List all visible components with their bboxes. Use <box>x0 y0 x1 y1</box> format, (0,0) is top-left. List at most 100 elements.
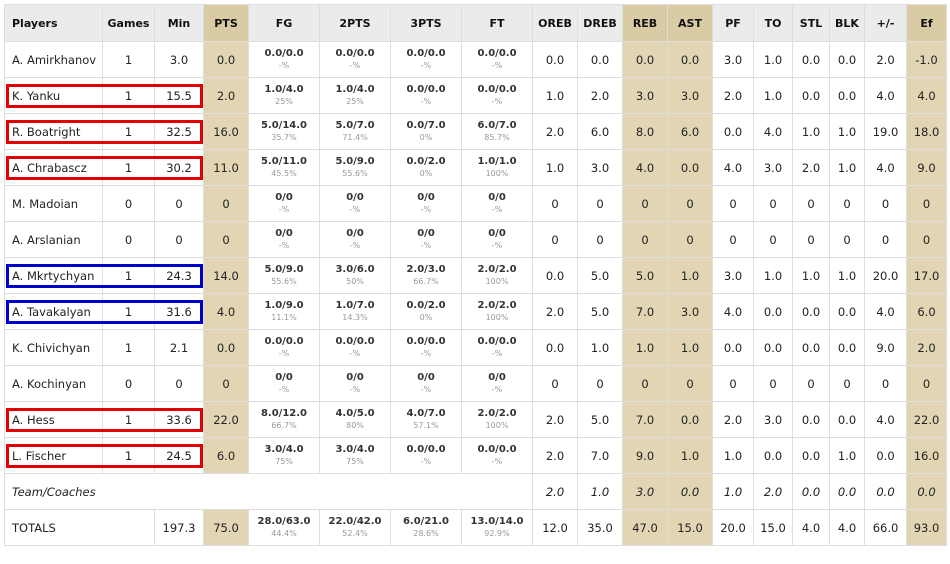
cell-ast: 0.0 <box>667 401 713 438</box>
cell-dreb: 6.0 <box>577 113 623 150</box>
stat-three-made-attempted: 0/0 <box>417 228 435 239</box>
cell-oreb: 1.0 <box>532 149 578 186</box>
player-name[interactable]: M. Madoian <box>4 185 103 222</box>
player-name[interactable]: A. Tavakalyan <box>4 293 103 330</box>
cell-ef: 18.0 <box>906 113 947 150</box>
cell-two: 0/0 -% <box>319 365 391 402</box>
cell-reb: 7.0 <box>622 293 668 330</box>
stat-fg-percentage: -% <box>278 349 290 358</box>
cell-stl: 0.0 <box>792 77 830 114</box>
cell-ef: 0 <box>906 185 947 222</box>
player-name[interactable]: L. Fischer <box>4 437 103 474</box>
cell-to: 0.0 <box>753 329 793 366</box>
cell-reb: 3.0 <box>622 473 668 510</box>
column-header-pts[interactable]: PTS <box>203 4 249 42</box>
column-header-stl[interactable]: STL <box>792 4 830 42</box>
cell-reb: 5.0 <box>622 257 668 294</box>
cell-stl: 0.0 <box>792 437 830 474</box>
column-header-ft[interactable]: FT <box>461 4 533 42</box>
stat-two-percentage: 14.3% <box>342 313 368 322</box>
column-header-pf[interactable]: PF <box>712 4 754 42</box>
cell-oreb: 0 <box>532 221 578 258</box>
cell-pm: 0 <box>864 185 907 222</box>
cell-dreb: 0 <box>577 221 623 258</box>
column-header-ef[interactable]: Ef <box>906 4 947 42</box>
stat-ft-percentage: 92.9% <box>484 529 510 538</box>
stat-three-percentage: -% <box>420 457 432 466</box>
stat-fg-percentage: 11.1% <box>271 313 297 322</box>
player-name[interactable]: A. Chrabascz <box>4 149 103 186</box>
cell-ft: 0.0/0.0 -% <box>461 41 533 78</box>
cell-reb: 47.0 <box>622 509 668 546</box>
player-name[interactable]: A. Amirkhanov <box>4 41 103 78</box>
stat-ft-percentage: -% <box>491 205 503 214</box>
cell-fg: 0.0/0.0 -% <box>248 41 320 78</box>
column-header-three[interactable]: 3PTS <box>390 4 462 42</box>
player-name[interactable]: A. Mkrtychyan <box>4 257 103 294</box>
cell-pm: 20.0 <box>864 257 907 294</box>
cell-blk: 0 <box>829 185 865 222</box>
cell-games: 0 <box>102 365 155 402</box>
cell-two: 0.0/0.0 -% <box>319 329 391 366</box>
stat-three-percentage: -% <box>420 61 432 70</box>
stat-fg-made-attempted: 5.0/14.0 <box>260 120 308 131</box>
stat-ft-made-attempted: 2.0/2.0 <box>477 300 517 311</box>
column-header-reb[interactable]: REB <box>622 4 668 42</box>
cell-games: 1 <box>102 437 155 474</box>
column-header-games[interactable]: Games <box>102 4 155 42</box>
stat-ft-made-attempted: 0.0/0.0 <box>477 444 517 455</box>
cell-pts: 16.0 <box>203 113 249 150</box>
player-name[interactable]: K. Chivichyan <box>4 329 103 366</box>
column-header-player[interactable]: Players <box>4 4 103 42</box>
cell-three: 0/0 -% <box>390 185 462 222</box>
cell-pf: 20.0 <box>712 509 754 546</box>
cell-fg: 3.0/4.0 75% <box>248 437 320 474</box>
cell-reb: 0.0 <box>622 41 668 78</box>
stat-three-percentage: 66.7% <box>413 277 439 286</box>
column-header-two[interactable]: 2PTS <box>319 4 391 42</box>
cell-min: 33.6 <box>154 401 204 438</box>
cell-dreb: 1.0 <box>577 329 623 366</box>
cell-to: 0 <box>753 365 793 402</box>
cell-stl: 0.0 <box>792 293 830 330</box>
cell-fg: 0/0 -% <box>248 185 320 222</box>
stat-two-made-attempted: 3.0/6.0 <box>335 264 375 275</box>
cell-dreb: 5.0 <box>577 401 623 438</box>
player-name[interactable]: A. Kochinyan <box>4 365 103 402</box>
column-header-fg[interactable]: FG <box>248 4 320 42</box>
player-name[interactable]: K. Yanku <box>4 77 103 114</box>
stat-fg-made-attempted: 3.0/4.0 <box>264 444 304 455</box>
stat-three-made-attempted: 0/0 <box>417 192 435 203</box>
cell-games: 1 <box>102 329 155 366</box>
cell-dreb: 1.0 <box>577 473 623 510</box>
cell-two: 5.0/7.0 71.4% <box>319 113 391 150</box>
cell-blk: 1.0 <box>829 437 865 474</box>
stat-ft-made-attempted: 0.0/0.0 <box>477 84 517 95</box>
stat-fg-percentage: 25% <box>275 97 293 106</box>
stat-ft-percentage: 100% <box>485 421 509 430</box>
stat-two-made-attempted: 0/0 <box>346 192 364 203</box>
column-header-dreb[interactable]: DREB <box>577 4 623 42</box>
cell-ast: 3.0 <box>667 293 713 330</box>
cell-fg: 1.0/9.0 11.1% <box>248 293 320 330</box>
stat-three-made-attempted: 2.0/3.0 <box>406 264 446 275</box>
cell-dreb: 3.0 <box>577 149 623 186</box>
cell-oreb: 0 <box>532 365 578 402</box>
column-header-oreb[interactable]: OREB <box>532 4 578 42</box>
stat-two-made-attempted: 1.0/7.0 <box>335 300 375 311</box>
column-header-to[interactable]: TO <box>753 4 793 42</box>
player-name[interactable]: A. Hess <box>4 401 103 438</box>
cell-ef: -1.0 <box>906 41 947 78</box>
stat-three-percentage: 0% <box>419 133 433 142</box>
cell-oreb: 2.0 <box>532 437 578 474</box>
column-header-min[interactable]: Min <box>154 4 204 42</box>
player-name[interactable]: A. Arslanian <box>4 221 103 258</box>
stat-fg-made-attempted: 0.0/0.0 <box>264 336 304 347</box>
column-header-blk[interactable]: BLK <box>829 4 865 42</box>
player-name[interactable]: R. Boatright <box>4 113 103 150</box>
player-row: K. Yanku 1 15.5 2.0 1.0/4.0 25% 1.0/4.0 25% 0.0/… <box>4 77 947 114</box>
column-header-pm[interactable]: +/- <box>864 4 907 42</box>
cell-pf: 0 <box>712 185 754 222</box>
column-header-ast[interactable]: AST <box>667 4 713 42</box>
cell-reb: 4.0 <box>622 149 668 186</box>
